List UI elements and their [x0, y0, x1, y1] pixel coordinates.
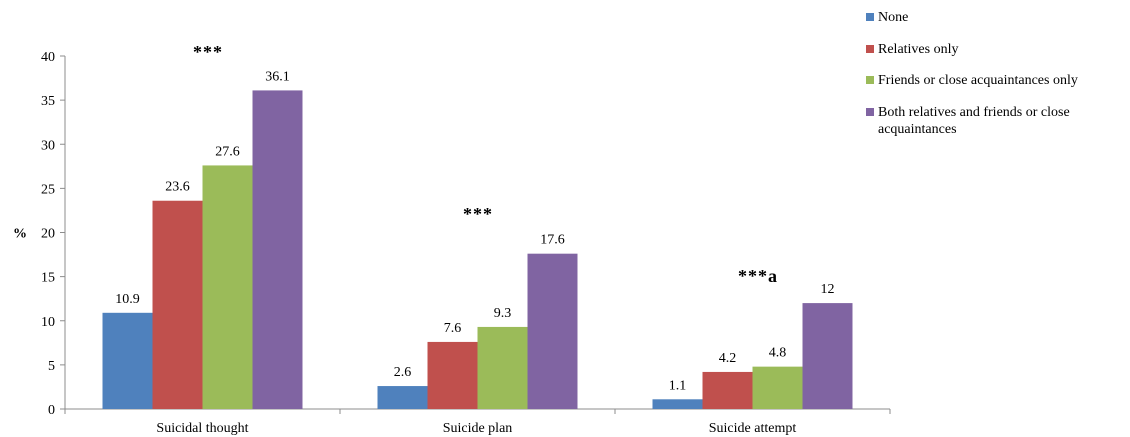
bar: [652, 399, 703, 409]
y-tick-label: 10: [41, 315, 55, 330]
bar: [527, 253, 578, 409]
bar-value-label: 10.9: [115, 292, 140, 307]
bar: [752, 366, 803, 409]
legend-label: Relatives only: [878, 42, 959, 57]
bar-value-label: 4.2: [719, 351, 737, 366]
legend-swatch: [866, 76, 874, 84]
y-tick-label: 5: [48, 359, 55, 374]
significance-annotations: *** *** ***a: [193, 42, 778, 286]
bar: [377, 386, 428, 409]
significance-annotation: ***a: [738, 266, 778, 286]
bar: [702, 371, 753, 409]
bar: [102, 312, 153, 409]
legend-label-line: acquaintances: [878, 122, 957, 137]
bar-value-label: 1.1: [669, 378, 687, 393]
legend-swatch: [866, 45, 874, 53]
legend-label: Friends or close acquaintances only: [878, 73, 1078, 88]
bar-value-label: 36.1: [265, 69, 290, 84]
bar-value-label: 12: [821, 282, 835, 297]
bar: [802, 303, 853, 409]
x-axis: Suicidal thought Suicide plan Suicide atte…: [64, 408, 891, 436]
legend-swatch: [866, 13, 874, 21]
bar-value-label: 23.6: [165, 180, 190, 195]
significance-annotation: ***: [193, 42, 223, 62]
bar-value-label: 2.6: [394, 365, 412, 380]
bar-value-label: 17.6: [540, 233, 565, 248]
y-tick-label: 25: [41, 182, 55, 197]
bar-value-label: 27.6: [215, 144, 240, 159]
y-tick-label: 40: [41, 50, 55, 65]
x-category-label: Suicidal thought: [156, 421, 248, 436]
y-axis-label: %: [13, 227, 27, 242]
x-category-label: Suicide plan: [443, 421, 513, 436]
bar: [427, 341, 478, 409]
y-tick-label: 15: [41, 271, 55, 286]
legend-label-line: Both relatives and friends or close: [878, 105, 1070, 120]
legend-swatch: [866, 108, 874, 116]
significance-annotation: ***: [463, 204, 493, 224]
bars: [102, 90, 853, 409]
bar: [152, 200, 203, 409]
y-tick-label: 20: [41, 227, 55, 242]
bar: [252, 90, 303, 409]
y-tick-label: 0: [48, 403, 55, 418]
bar-value-label: 4.8: [769, 346, 787, 361]
value-labels: 10.9 23.6 27.6 36.1 2.6 7.6 9.3 17.6 1.1 4.2 4.8 12: [115, 69, 834, 393]
y-tick-label: 30: [41, 138, 55, 153]
y-tick-label: 35: [41, 94, 55, 109]
x-category-label: Suicide attempt: [709, 421, 797, 436]
legend: None Relatives only Friends or close acqua…: [866, 10, 1078, 137]
bar-value-label: 7.6: [444, 321, 462, 336]
bar-value-label: 9.3: [494, 306, 512, 321]
bar: [202, 165, 253, 409]
legend-label: Both relatives and friends or close acqua…: [878, 105, 1070, 137]
y-axis: 0 5 10 15 20 25 30 35 40%: [13, 50, 66, 418]
bar: [477, 326, 528, 409]
legend-label: None: [878, 10, 908, 25]
